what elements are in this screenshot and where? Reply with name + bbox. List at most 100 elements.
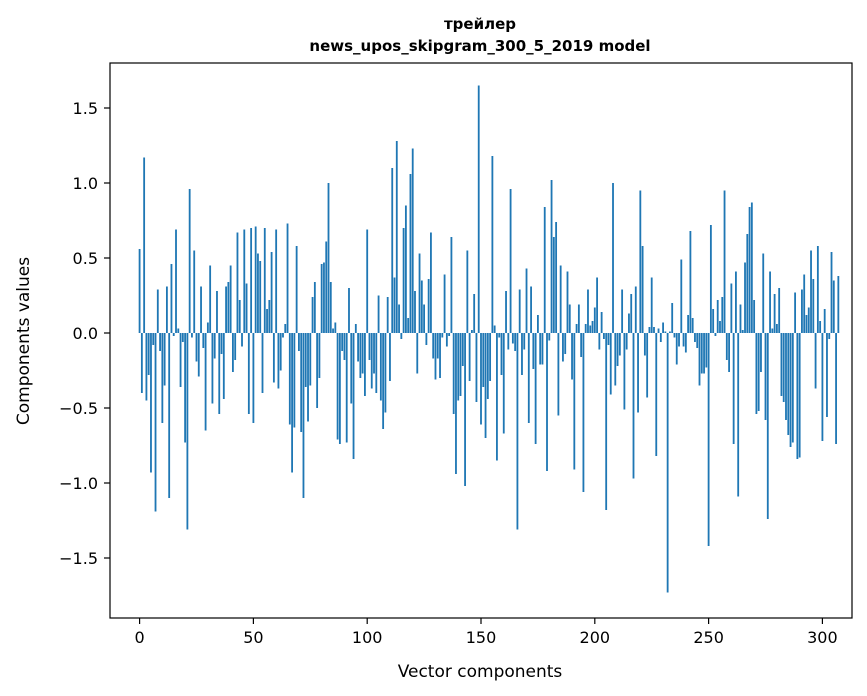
bar	[607, 333, 610, 345]
bar	[587, 289, 589, 333]
bar	[723, 190, 726, 333]
bar	[197, 333, 200, 377]
bar	[430, 232, 432, 333]
bar	[821, 333, 824, 441]
bar	[616, 333, 619, 366]
bar	[268, 300, 271, 333]
bar	[181, 333, 184, 342]
bar	[165, 286, 168, 333]
bar	[744, 262, 746, 333]
bar	[646, 333, 649, 398]
bar	[177, 328, 180, 333]
bar	[730, 283, 733, 333]
bar	[323, 262, 325, 333]
bar	[573, 333, 576, 470]
bar	[794, 292, 797, 333]
bar	[505, 291, 507, 333]
bar	[373, 333, 375, 374]
bar	[655, 333, 658, 456]
bar	[593, 307, 596, 333]
bar	[179, 333, 182, 387]
bar	[332, 328, 334, 333]
bar	[209, 265, 212, 333]
bar	[675, 333, 678, 365]
bar	[393, 277, 396, 333]
bar	[391, 168, 394, 333]
bar	[577, 304, 580, 333]
x-tick-label: 150	[466, 628, 497, 647]
bar	[425, 333, 428, 345]
bar	[213, 333, 216, 359]
bar	[739, 304, 742, 333]
bar	[630, 294, 633, 333]
bar	[678, 333, 680, 347]
y-tick-label: 0.5	[73, 249, 98, 268]
bar	[238, 300, 241, 333]
bar	[748, 207, 751, 333]
x-tick-label: 300	[807, 628, 838, 647]
bar	[816, 246, 819, 333]
bar	[659, 333, 662, 342]
bar	[345, 333, 348, 443]
bar	[684, 333, 687, 353]
bar	[318, 333, 321, 378]
bar	[482, 333, 485, 387]
bar	[277, 333, 280, 389]
bar	[172, 333, 175, 336]
bar	[737, 333, 740, 497]
bar	[366, 229, 369, 333]
bar	[705, 333, 708, 368]
bar	[732, 333, 735, 444]
bar	[236, 232, 239, 333]
bar	[222, 333, 225, 399]
bar	[402, 228, 405, 333]
bar	[712, 309, 715, 333]
bar	[741, 330, 744, 333]
bar	[493, 325, 496, 333]
bar	[343, 333, 346, 360]
bar	[150, 333, 152, 473]
bar	[359, 333, 362, 378]
bar	[186, 333, 189, 530]
bar	[204, 333, 207, 431]
bar	[564, 333, 567, 354]
bar	[500, 333, 503, 375]
bar	[812, 279, 815, 333]
bar	[423, 304, 426, 333]
bar	[168, 333, 171, 498]
bar	[140, 333, 143, 393]
bar	[687, 315, 690, 333]
bar	[555, 222, 558, 333]
bar	[789, 333, 792, 447]
bar	[145, 333, 148, 401]
bar	[532, 333, 535, 369]
bar	[247, 333, 250, 414]
bar	[193, 250, 196, 333]
bar	[489, 333, 492, 381]
bar	[721, 297, 724, 333]
bar	[368, 333, 371, 360]
bar	[534, 333, 537, 444]
x-tick-label: 100	[352, 628, 383, 647]
bar	[270, 252, 273, 333]
bar	[614, 333, 617, 386]
bar	[304, 333, 307, 387]
bar	[582, 333, 585, 492]
bar	[470, 330, 473, 333]
bar	[511, 333, 514, 344]
bar	[195, 333, 198, 362]
bars	[138, 85, 840, 593]
bar	[566, 271, 569, 333]
bar	[780, 333, 783, 396]
y-tick-label: 0.0	[73, 324, 98, 343]
bar	[639, 190, 642, 333]
bar	[536, 315, 539, 333]
bar	[716, 300, 719, 333]
bar	[427, 279, 430, 333]
bar	[775, 324, 778, 333]
bar	[477, 85, 480, 333]
bar	[539, 333, 542, 365]
bar	[398, 304, 400, 333]
bar	[778, 288, 781, 333]
bar	[753, 300, 756, 333]
